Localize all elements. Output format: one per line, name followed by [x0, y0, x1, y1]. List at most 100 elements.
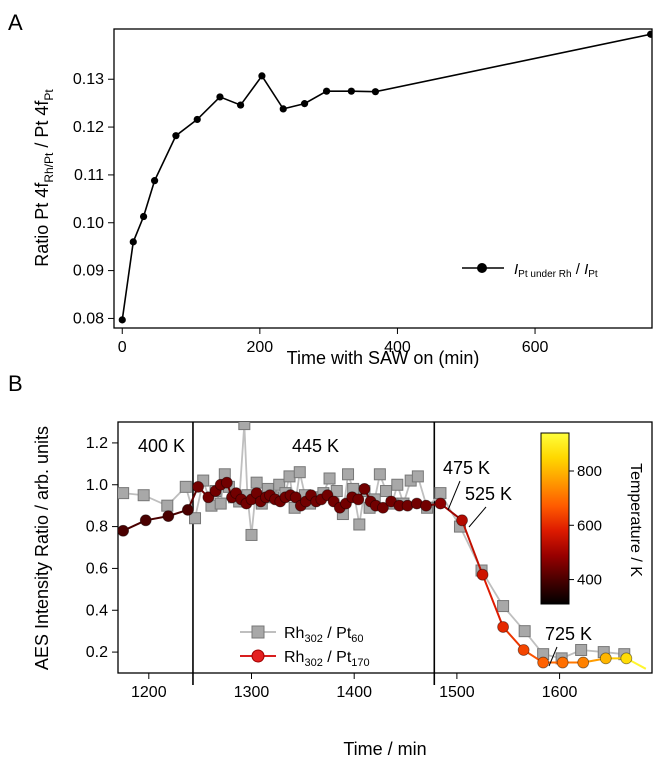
data-point	[236, 101, 245, 109]
region-label-445k: 445 K	[292, 436, 339, 456]
data-point-square	[323, 472, 336, 485]
colorbar-tick-label: 800	[577, 463, 602, 480]
panel-b-plot-area	[118, 422, 647, 670]
annotation-725k: 725 K	[545, 624, 592, 644]
data-point-circle	[476, 568, 489, 581]
region-label-400k: 400 K	[138, 436, 185, 456]
panel-a-x-axis: 0 200 400 600	[118, 328, 549, 356]
data-point-square	[380, 485, 393, 498]
panel-b-region-lines	[192, 422, 436, 685]
data-point-square	[391, 478, 404, 491]
panel-b-annotations: 475 K 525 K 725 K	[443, 458, 592, 667]
x-tick-label: 1200	[131, 684, 167, 701]
y-tick-label: 1.0	[86, 477, 108, 494]
ylabel-mid: / Pt 4f	[32, 100, 52, 153]
data-point-circle	[352, 493, 365, 506]
y-tick-label: 0.2	[86, 644, 108, 661]
y-tick-label: 0.11	[74, 167, 104, 184]
data-point	[258, 72, 266, 80]
data-point-circle	[162, 510, 175, 523]
data-point-square	[214, 497, 227, 510]
panel-a-y-axis-label: Ratio Pt 4fRh/Pt / Pt 4fPt	[32, 89, 56, 267]
legend-a-part: Pt	[588, 269, 598, 280]
x-tick-label: 600	[522, 339, 549, 356]
legend-b2-text: Rh302 / Pt170	[284, 649, 370, 669]
colorbar-label: Temperature / K	[627, 463, 644, 577]
x-tick-label: 400	[384, 339, 411, 356]
y-tick-label: 0.12	[73, 119, 104, 136]
data-point-circle	[456, 514, 468, 527]
panel-b-legend: Rh302 / Pt60 Rh302 / Pt170	[240, 625, 370, 669]
data-point-circle	[556, 656, 569, 669]
colorbar: 400 600 800 Temperature / K	[540, 432, 644, 605]
data-point-square	[518, 625, 531, 638]
data-point-square	[238, 422, 251, 431]
x-tick-label: 1600	[542, 684, 578, 701]
legend-b1-part: 302	[304, 633, 322, 645]
data-point	[279, 105, 287, 113]
data-point	[300, 100, 309, 108]
data-point-square	[137, 489, 150, 502]
data-point	[150, 177, 159, 185]
data-point-circle	[202, 491, 215, 504]
y-tick-label: 1.2	[86, 435, 108, 452]
data-point-circle	[497, 621, 509, 633]
data-point	[129, 238, 137, 246]
legend-a-part: I	[514, 261, 518, 278]
data-point-square	[179, 480, 192, 493]
data-point-circle	[139, 514, 152, 527]
data-point	[172, 132, 180, 140]
annotation-525k-pointer	[468, 506, 487, 528]
x-tick-label: 0	[118, 339, 127, 356]
data-point-square	[373, 468, 386, 481]
colorbar-tick-label: 400	[577, 572, 602, 589]
data-point-circle	[434, 497, 447, 510]
data-point-circle	[599, 652, 612, 665]
x-tick-label: 1400	[336, 684, 372, 701]
colorbar-bar	[540, 432, 570, 605]
data-point-square	[273, 478, 286, 491]
legend-b1-part: 60	[351, 633, 363, 645]
data-point-square	[161, 499, 174, 512]
data-point	[647, 30, 652, 38]
series-segment-rh-pt170	[481, 574, 505, 628]
y-tick-label: 0.09	[73, 263, 104, 280]
data-point-square	[245, 528, 258, 541]
data-point-square	[330, 485, 343, 498]
data-point-square	[250, 476, 263, 489]
panel-b-y-axis-label: AES Intensity Ratio / arb. units	[32, 426, 52, 670]
x-tick-label: 200	[247, 339, 274, 356]
x-tick-label: 1500	[439, 684, 475, 701]
legend-b2-part: / Pt	[323, 649, 352, 666]
legend-b2-part: 170	[351, 657, 369, 669]
legend-b1-part: / Pt	[323, 625, 352, 642]
data-point	[322, 87, 331, 95]
legend-a-part: /	[572, 261, 585, 278]
panel-a-y-axis: 0.08 0.09 0.10 0.11 0.12 0.13	[73, 71, 114, 327]
legend-b1-marker	[251, 625, 265, 639]
panel-a-label: A	[8, 10, 23, 35]
data-point	[216, 93, 224, 101]
y-tick-label: 0.08	[73, 310, 104, 327]
y-tick-label: 0.10	[73, 215, 104, 232]
panel-a-x-axis-label: Time with SAW on (min)	[287, 348, 480, 368]
panel-a-frame	[113, 28, 653, 329]
data-point-circle	[289, 491, 302, 504]
panel-b-y-axis: 0.2 0.4 0.6 0.8 1.0 1.2	[86, 435, 118, 661]
ylabel-sub1: Rh/Pt	[42, 152, 56, 183]
x-tick-label: 1300	[234, 684, 270, 701]
data-point	[347, 87, 355, 95]
data-point-circle	[220, 476, 233, 489]
data-point-square	[497, 600, 510, 613]
legend-b2-marker	[251, 649, 265, 663]
ylabel-sub2: Pt	[42, 89, 56, 101]
data-point-square	[293, 466, 306, 479]
data-point-circle	[517, 644, 530, 656]
legend-b2-part: 302	[304, 657, 322, 669]
legend-a-part: I	[584, 261, 588, 278]
y-tick-label: 0.8	[86, 519, 108, 536]
data-point-square	[118, 487, 130, 500]
annotation-475k-pointer	[447, 480, 461, 511]
legend-b1-part: Rh	[284, 625, 304, 642]
